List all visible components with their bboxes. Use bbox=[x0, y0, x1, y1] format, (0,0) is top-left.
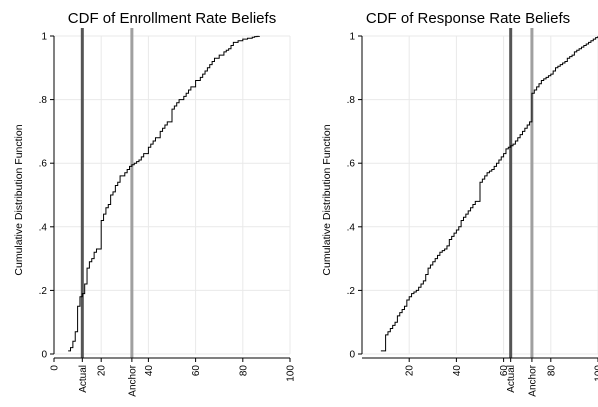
gridlines bbox=[362, 35, 598, 355]
reference-line-labels: Actual Anchor bbox=[78, 358, 138, 397]
gridlines bbox=[53, 35, 291, 355]
x-tick-label: 80 bbox=[238, 365, 249, 377]
y-tick-label: 0 bbox=[41, 350, 47, 361]
enrollment-cdf-panel: CDF of Enrollment Rate Beliefs Cumulativ… bbox=[13, 10, 297, 397]
y-tick-label: .2 bbox=[347, 286, 356, 297]
x-tick-label: 60 bbox=[499, 365, 510, 377]
y-tick-label: .4 bbox=[347, 222, 356, 233]
y-tick-label: 1 bbox=[41, 32, 47, 43]
x-tick-label: 40 bbox=[144, 365, 155, 377]
y-tick-label: 1 bbox=[349, 32, 355, 43]
cdf-step-line bbox=[380, 36, 598, 352]
reference-lines bbox=[509, 28, 534, 358]
y-tick-label: .4 bbox=[39, 222, 48, 233]
y-tick-labels: 0 .2 .4 .6 .8 1 bbox=[347, 32, 362, 361]
chart-title: CDF of Response Rate Beliefs bbox=[366, 10, 570, 27]
reference-line-label: Actual bbox=[506, 365, 517, 393]
y-axis-label: Cumulative Distribution Function bbox=[321, 124, 333, 275]
x-tick-label: 100 bbox=[286, 365, 297, 382]
y-tick-label: .2 bbox=[39, 286, 48, 297]
x-tick-label: 60 bbox=[191, 365, 202, 377]
reference-line-label: Actual bbox=[78, 365, 89, 393]
response-cdf-panel: CDF of Response Rate Beliefs Cumulative … bbox=[321, 10, 598, 397]
reference-lines bbox=[80, 28, 134, 358]
x-tick-label: 80 bbox=[546, 365, 557, 377]
x-tick-labels: 20 40 60 80 100 bbox=[405, 358, 598, 382]
x-tick-label: 40 bbox=[452, 365, 463, 377]
y-tick-label: .6 bbox=[39, 159, 48, 170]
reference-line-labels: Actual Anchor bbox=[506, 358, 538, 397]
x-tick-labels: 0 20 40 60 80 100 bbox=[50, 358, 297, 382]
y-tick-label: .6 bbox=[347, 159, 356, 170]
reference-line-label: Anchor bbox=[527, 364, 538, 396]
x-tick-label: 20 bbox=[405, 365, 416, 377]
x-tick-label: 20 bbox=[97, 365, 108, 377]
y-tick-label: .8 bbox=[347, 95, 356, 106]
x-tick-label: 100 bbox=[594, 365, 598, 382]
x-tick-label: 0 bbox=[50, 365, 61, 371]
y-tick-label: .8 bbox=[39, 95, 48, 106]
y-axis-label: Cumulative Distribution Function bbox=[13, 124, 25, 275]
cdf-step-line bbox=[68, 35, 260, 352]
reference-line-label: Anchor bbox=[127, 364, 138, 396]
y-tick-labels: 0 .2 .4 .6 .8 1 bbox=[39, 32, 54, 361]
y-tick-label: 0 bbox=[349, 350, 355, 361]
chart-title: CDF of Enrollment Rate Beliefs bbox=[68, 10, 276, 27]
